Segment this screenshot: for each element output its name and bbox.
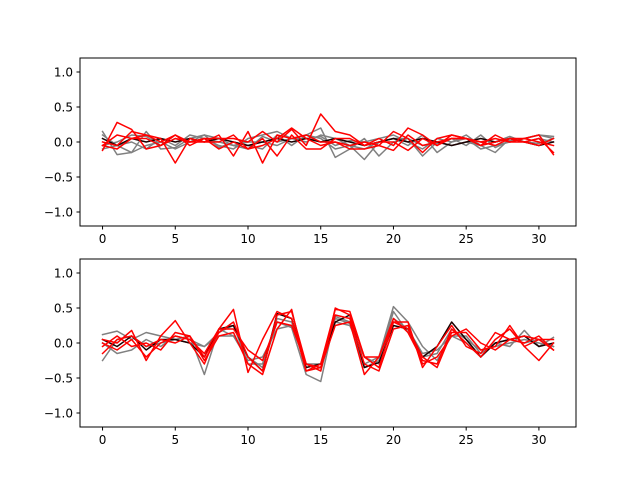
bottom-y-tick-label-3: −0.5 <box>44 371 73 385</box>
bottom-x-tick-label-5: 25 <box>459 433 474 447</box>
top-y-tick-label-0: 1.0 <box>54 65 73 79</box>
bottom-series-line-5 <box>101 310 555 376</box>
bottom-x-tick-label-1: 5 <box>171 433 179 447</box>
bottom-y-tick-label-0: 1.0 <box>54 266 73 280</box>
bottom-x-tick-label-6: 30 <box>531 433 546 447</box>
top-x-tick-label-1: 5 <box>171 232 179 246</box>
axes-bottom: 0 5 10 15 20 25 30 1.0 0.5 0.0 −0.5 −1.0 <box>44 258 577 447</box>
top-x-tick-label-5: 25 <box>459 232 474 246</box>
top-y-tick-label-4: −1.0 <box>44 205 73 219</box>
top-y-tick-label-2: 0.0 <box>54 135 73 149</box>
bottom-series-line-7 <box>101 307 555 372</box>
bottom-x-tick-label-4: 20 <box>386 433 401 447</box>
top-x-tick-label-3: 15 <box>313 232 328 246</box>
axes-top: 0 5 10 15 20 25 30 1.0 0.5 0.0 −0.5 −1.0 <box>44 57 577 246</box>
top-y-tick-label-3: −0.5 <box>44 170 73 184</box>
bottom-y-tick-label-1: 0.5 <box>54 301 73 315</box>
bottom-x-tick-label-2: 10 <box>240 433 255 447</box>
top-x-tick-label-2: 10 <box>240 232 255 246</box>
bottom-x-tick-label-3: 15 <box>313 433 328 447</box>
top-y-tick-label-1: 0.5 <box>54 100 73 114</box>
bottom-x-tick-label-0: 0 <box>99 433 107 447</box>
top-x-tick-label-4: 20 <box>386 232 401 246</box>
top-x-tick-label-0: 0 <box>99 232 107 246</box>
bottom-y-tick-label-4: −1.0 <box>44 406 73 420</box>
top-series-line-4 <box>101 137 555 147</box>
top-series-line-8 <box>101 127 555 152</box>
top-x-tick-label-6: 30 <box>531 232 546 246</box>
bottom-y-tick-label-2: 0.0 <box>54 336 73 350</box>
